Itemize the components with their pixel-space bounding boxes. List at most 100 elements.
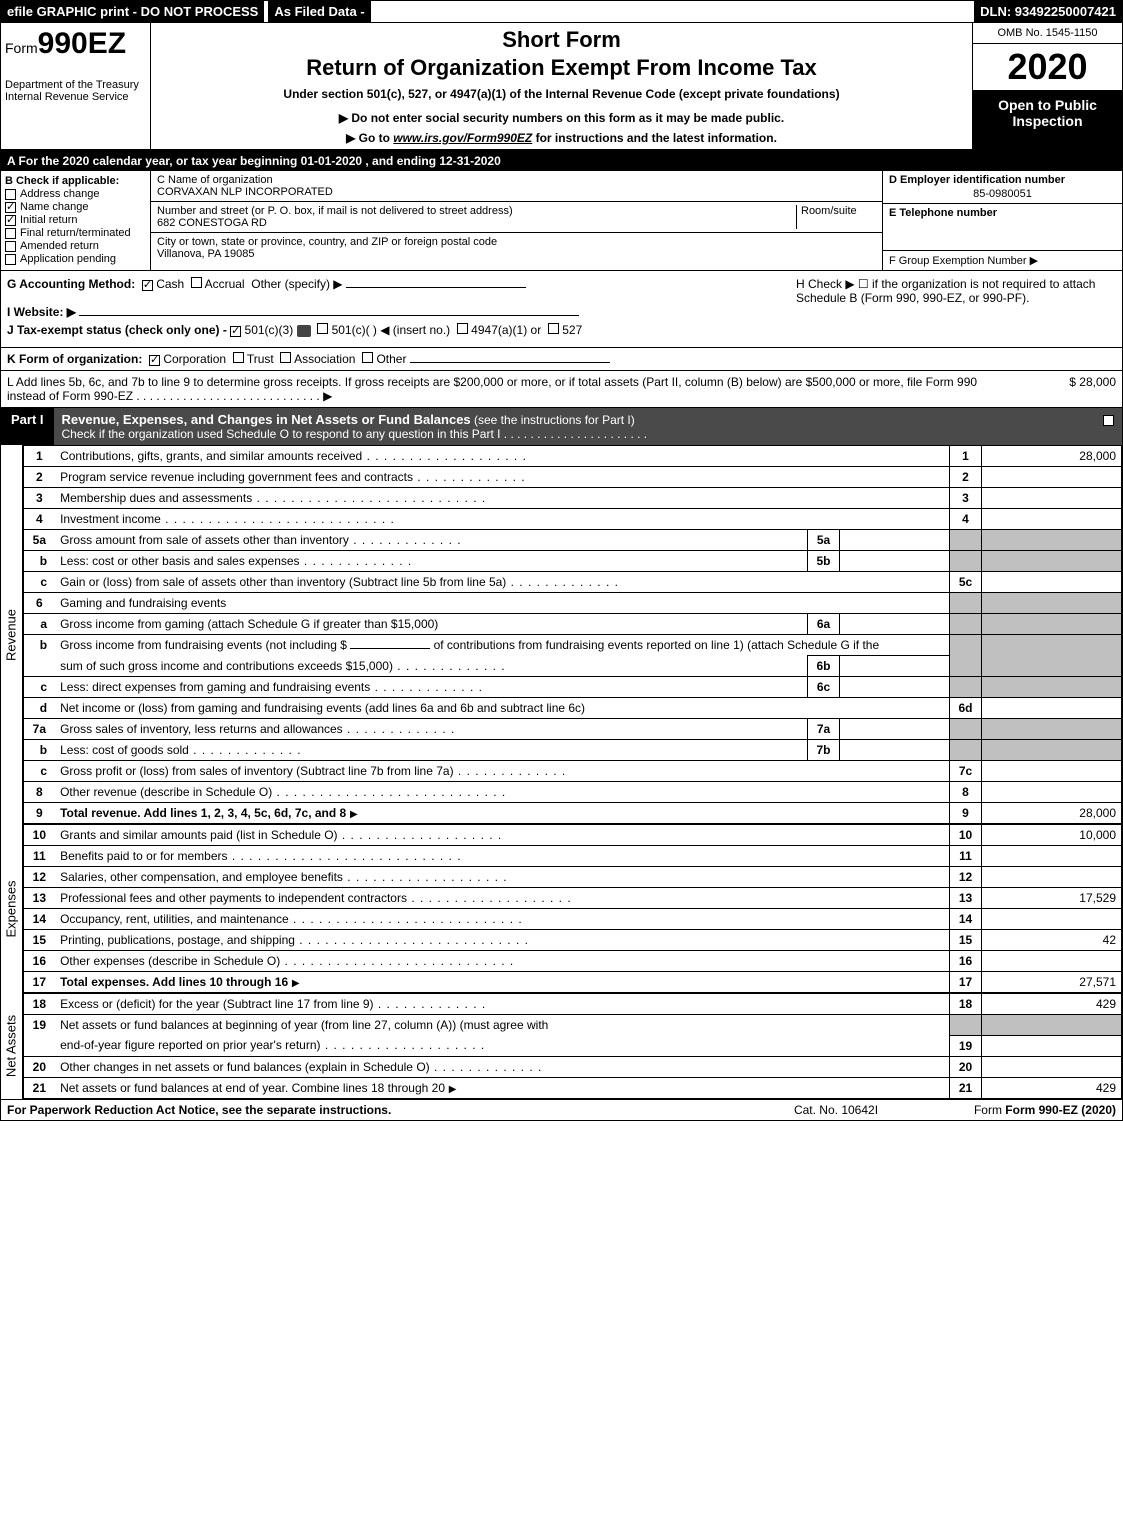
chk-application-pending[interactable]: Application pending [5, 253, 146, 265]
contrib-underline[interactable] [350, 648, 430, 649]
section-b-title: B Check if applicable: [5, 175, 146, 187]
line-value: 10,000 [982, 825, 1122, 846]
desc-text: Excess or (deficit) for the year (Subtra… [60, 997, 373, 1011]
net-assets-section: Net Assets 18Excess or (deficit) for the… [1, 993, 1122, 1099]
line-desc: Other changes in net assets or fund bala… [55, 1056, 949, 1077]
dots [272, 785, 506, 799]
table-row: aGross income from gaming (attach Schedu… [23, 614, 1121, 635]
chk-cash[interactable] [142, 280, 153, 291]
line-value: 28,000 [982, 803, 1122, 824]
dots [289, 912, 523, 926]
checkbox-checked-icon [5, 202, 16, 213]
subbox-label: 7a [808, 719, 840, 740]
table-row: cGain or (loss) from sale of assets othe… [23, 572, 1121, 593]
ein-block: D Employer identification number 85-0980… [883, 171, 1122, 204]
desc-text: Less: cost of goods sold [60, 743, 189, 757]
right-line-number: 4 [950, 509, 982, 530]
table-row: 2Program service revenue including gover… [23, 467, 1121, 488]
chk-501c3[interactable] [230, 326, 241, 337]
table-row: 9Total revenue. Add lines 1, 2, 3, 4, 5c… [23, 803, 1121, 824]
right-line-number: 13 [950, 888, 982, 909]
table-row: cLess: direct expenses from gaming and f… [23, 677, 1121, 698]
right-line-number: 15 [950, 930, 982, 951]
table-row: 7a Gross sales of inventory, less returns… [23, 719, 1121, 740]
right-line-number: 5c [950, 572, 982, 593]
room-suite: Room/suite [796, 205, 876, 229]
desc-text: Net assets or fund balances at end of ye… [60, 1081, 445, 1095]
part-title-rest: (see the instructions for Part I) [471, 413, 635, 427]
irs-link[interactable]: www.irs.gov/Form990EZ [393, 131, 532, 145]
line-desc: Membership dues and assessments [55, 488, 949, 509]
gray-cell [950, 719, 982, 740]
h-check-text: H Check ▶ ☐ if the organization is not r… [796, 277, 1116, 305]
chk-other-org[interactable] [362, 352, 373, 363]
subbox-label: 6b [808, 656, 840, 677]
chk-association[interactable] [280, 352, 291, 363]
right-line-number: 20 [950, 1056, 982, 1077]
right-line-number: 7c [950, 761, 982, 782]
desc-text: Gain or (loss) from sale of assets other… [60, 575, 506, 589]
line-desc: Other revenue (describe in Schedule O) [55, 782, 949, 803]
line-value [982, 509, 1122, 530]
other-org-underline[interactable] [410, 362, 610, 363]
catalog-number: Cat. No. 10642I [736, 1103, 936, 1117]
line-number: 18 [23, 994, 55, 1015]
line-desc: Benefits paid to or for members [55, 846, 949, 867]
chk-4947[interactable] [457, 323, 468, 334]
gray-cell [982, 530, 1122, 551]
desc-text: Salaries, other compensation, and employ… [60, 870, 343, 884]
dots [252, 491, 486, 505]
501c-label: 501(c)( ) ◀ (insert no.) [332, 323, 451, 337]
subbox-value [840, 614, 950, 635]
chk-label: Amended return [20, 240, 99, 252]
schedule-o-check[interactable] [1103, 415, 1114, 426]
chk-initial-return[interactable]: Initial return [5, 214, 146, 226]
chk-corporation[interactable] [149, 355, 160, 366]
line-value [982, 782, 1122, 803]
gray-cell [950, 677, 982, 698]
dots [288, 975, 300, 989]
dots [343, 870, 508, 884]
gray-cell [982, 740, 1122, 761]
line-number: b [23, 551, 55, 572]
row-k: K Form of organization: Corporation Trus… [1, 348, 1122, 371]
desc-text: Total expenses. Add lines 10 through 16 [60, 975, 288, 989]
chk-label: Application pending [20, 253, 116, 265]
other-specify-line[interactable] [346, 287, 526, 288]
form-number: Form990EZ [5, 27, 146, 61]
chk-527[interactable] [548, 323, 559, 334]
chk-address-change[interactable]: Address change [5, 188, 146, 200]
chk-accrual[interactable] [191, 277, 202, 288]
line-number: 2 [23, 467, 55, 488]
tax-exempt-status: J Tax-exempt status (check only one) - 5… [7, 323, 796, 337]
group-exemption-label: F Group Exemption Number ▶ [889, 254, 1116, 267]
g-column: G Accounting Method: Cash Accrual Other … [7, 277, 796, 341]
desc-text: Investment income [60, 512, 161, 526]
table-row: 6Gaming and fundraising events [23, 593, 1121, 614]
link-icon[interactable] [297, 325, 311, 337]
j-label: J Tax-exempt status (check only one) - [7, 323, 230, 337]
desc-text: Gross sales of inventory, less returns a… [60, 722, 343, 736]
form-prefix: Form [5, 40, 38, 56]
chk-name-change[interactable]: Name change [5, 201, 146, 213]
right-line-number: 16 [950, 951, 982, 972]
dots [454, 764, 567, 778]
line-number: 12 [23, 867, 55, 888]
chk-amended-return[interactable]: Amended return [5, 240, 146, 252]
chk-501c[interactable] [317, 323, 328, 334]
chk-final-return[interactable]: Final return/terminated [5, 227, 146, 239]
subbox-value [840, 740, 950, 761]
chk-trust[interactable] [233, 352, 244, 363]
line-value [982, 1056, 1122, 1077]
gray-cell [950, 614, 982, 635]
other-label: Other (specify) ▶ [251, 277, 342, 291]
website-underline[interactable] [79, 315, 579, 316]
revenue-side-label: Revenue [1, 445, 23, 824]
form-page: efile GRAPHIC print - DO NOT PROCESS As … [0, 0, 1123, 1121]
short-form-title: Short Form [159, 27, 964, 53]
dots [161, 512, 395, 526]
dept-treasury: Department of the Treasury [5, 79, 146, 91]
subbox-label: 6c [808, 677, 840, 698]
table-row: end-of-year figure reported on prior yea… [23, 1035, 1121, 1056]
dots [370, 680, 483, 694]
